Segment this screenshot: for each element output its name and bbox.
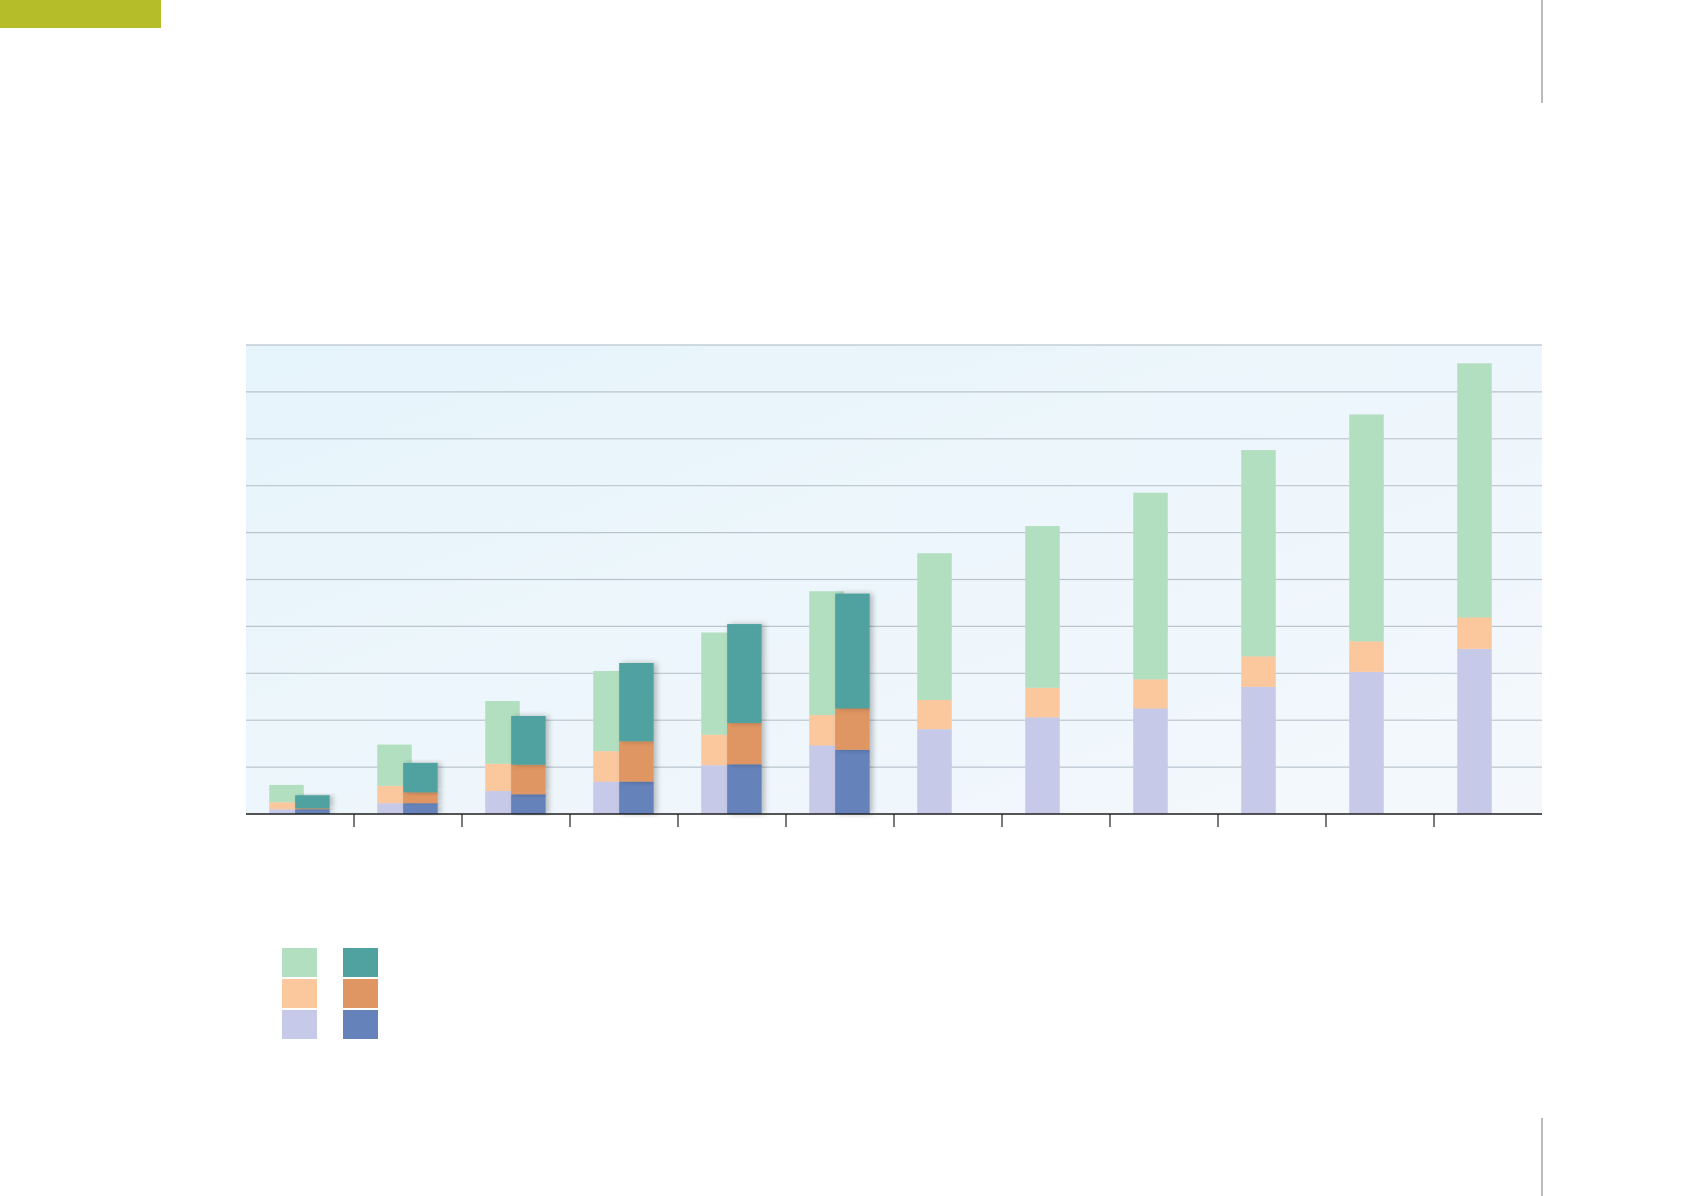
bar-segment <box>1349 641 1384 672</box>
legend-swatch <box>343 948 378 977</box>
bar-segment <box>1457 363 1492 618</box>
bar-segment <box>295 809 330 814</box>
legend-swatch <box>282 1010 317 1039</box>
bar-segment <box>727 764 762 814</box>
bar-segment <box>1133 708 1168 814</box>
bar-segment <box>917 553 952 701</box>
bar-segment <box>511 764 546 795</box>
bar-segment <box>403 803 438 814</box>
bar-segment <box>269 802 304 810</box>
bar-segment <box>295 795 330 809</box>
bar-segment <box>1133 679 1168 709</box>
bar-segment <box>377 803 412 814</box>
legend-swatch <box>282 948 317 977</box>
bar-segment <box>403 762 438 793</box>
bar-segment <box>727 624 762 724</box>
legend <box>282 948 378 1039</box>
bar-segment <box>1349 414 1384 642</box>
bar-segment <box>619 781 654 814</box>
axis <box>246 813 1542 827</box>
bar-segment <box>1349 671 1384 814</box>
bar-segment <box>619 741 654 782</box>
bar-segment <box>1457 648 1492 814</box>
bars <box>269 363 1492 814</box>
bar-segment <box>835 593 870 709</box>
legend-swatch <box>343 1010 378 1039</box>
bar-segment <box>1241 686 1276 814</box>
bar-segment <box>1133 492 1168 680</box>
bar-segment <box>295 808 330 810</box>
bar-segment <box>1025 717 1060 814</box>
bar-segment <box>727 723 762 765</box>
bar-segment <box>835 708 870 750</box>
bar-segment <box>1025 526 1060 688</box>
bar-segment <box>403 792 438 804</box>
bar-segment <box>917 700 952 730</box>
bar-segment <box>511 715 546 765</box>
legend-swatch <box>343 979 378 1008</box>
bar-segment <box>1025 687 1060 718</box>
bar-segment <box>1241 656 1276 687</box>
bar-segment <box>917 729 952 814</box>
bar-segment <box>511 794 546 814</box>
header-accent <box>0 0 161 28</box>
bar-segment <box>835 749 870 814</box>
bar-segment <box>619 662 654 742</box>
bar-segment <box>1241 450 1276 657</box>
bar-segment <box>1457 617 1492 649</box>
bar-segment <box>269 809 304 814</box>
legend-swatch <box>282 979 317 1008</box>
